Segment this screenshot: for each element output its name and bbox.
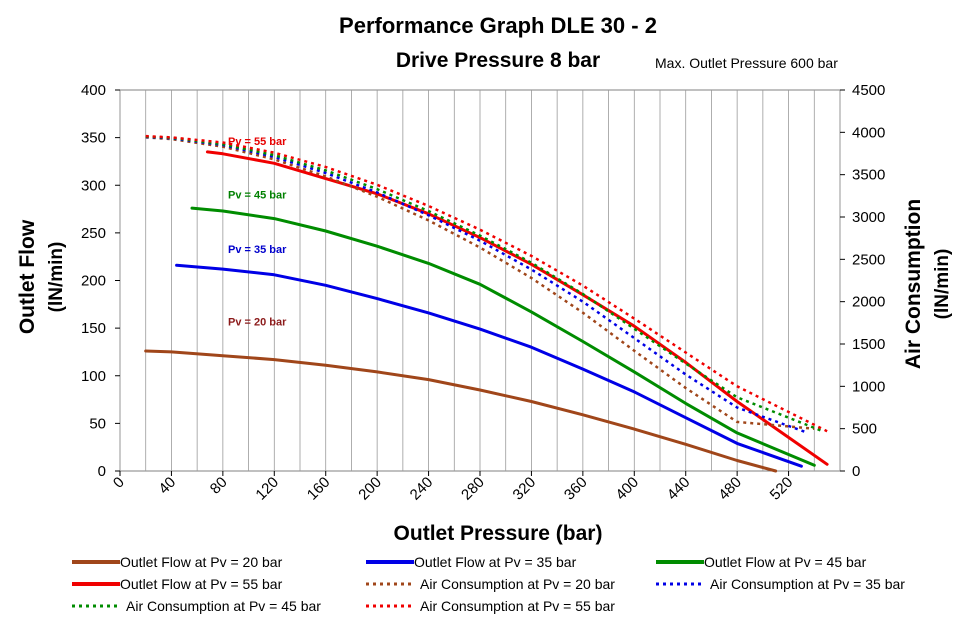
legend-label: Air Consumption at Pv = 55 bar xyxy=(420,598,615,614)
x-tick-label: 520 xyxy=(767,474,797,504)
series-line-3 xyxy=(190,206,816,467)
x-tick-label: 480 xyxy=(715,474,745,504)
x-tick-label: 200 xyxy=(355,474,385,504)
plot-area: 0501001502002503003504000500100015002000… xyxy=(16,82,953,545)
x-tick-label: 280 xyxy=(458,474,488,504)
y-left-tick-label: 200 xyxy=(81,273,106,290)
y-right-tick-label: 500 xyxy=(852,421,877,438)
max-pressure-note: Max. Outlet Pressure 600 bar xyxy=(655,55,838,71)
legend-label: Outlet Flow at Pv = 35 bar xyxy=(414,554,577,570)
y-right-tick-label: 3500 xyxy=(852,167,885,184)
y-right-tick-label: 2500 xyxy=(852,251,885,268)
chart-subtitle: Drive Pressure 8 bar xyxy=(396,49,600,72)
y-right-axis-title: Air Consumption xyxy=(902,199,925,369)
x-tick-label: 320 xyxy=(510,474,540,504)
y-left-tick-label: 350 xyxy=(81,130,106,147)
y-right-tick-label: 1500 xyxy=(852,336,885,353)
legend-label: Air Consumption at Pv = 20 bar xyxy=(420,576,615,592)
series-line-5 xyxy=(145,136,815,430)
x-tick-label: 360 xyxy=(561,474,591,504)
y-right-tick-label: 3000 xyxy=(852,209,885,226)
y-left-tick-label: 400 xyxy=(81,82,106,99)
legend-label: Outlet Flow at Pv = 55 bar xyxy=(120,576,283,592)
x-tick-label: 400 xyxy=(612,474,642,504)
y-left-tick-label: 150 xyxy=(81,320,106,337)
series-line-7 xyxy=(145,135,822,432)
series-annotation: Pv = 45 bar xyxy=(228,190,287,202)
y-left-tick-label: 0 xyxy=(98,463,106,480)
y-right-tick-label: 4000 xyxy=(852,124,885,141)
y-left-tick-label: 300 xyxy=(81,177,106,194)
legend-label: Outlet Flow at Pv = 45 bar xyxy=(704,554,867,570)
legend-label: Outlet Flow at Pv = 20 bar xyxy=(120,554,283,570)
y-left-tick-label: 50 xyxy=(89,415,106,432)
series-annotation: Pv = 55 bar xyxy=(228,136,287,148)
legend-label: Air Consumption at Pv = 45 bar xyxy=(126,598,321,614)
x-tick-label: 160 xyxy=(304,474,334,504)
y-left-axis-title: Outlet Flow xyxy=(16,219,39,334)
series-annotation: Pv = 20 bar xyxy=(228,316,287,328)
x-tick-label: 240 xyxy=(407,474,437,504)
series-line-8 xyxy=(145,134,828,433)
x-tick-label: 40 xyxy=(155,474,179,498)
legend-label: Air Consumption at Pv = 35 bar xyxy=(710,576,905,592)
series-line-1 xyxy=(144,349,778,473)
y-right-tick-label: 1000 xyxy=(852,378,885,395)
y-left-tick-label: 250 xyxy=(81,225,106,242)
y-left-tick-label: 100 xyxy=(81,368,106,385)
legend: Outlet Flow at Pv = 20 bar Outlet Flow at… xyxy=(72,554,905,614)
x-tick-label: 440 xyxy=(664,474,694,504)
y-right-tick-label: 0 xyxy=(852,463,860,480)
x-tick-label: 0 xyxy=(110,474,128,492)
x-axis-title: Outlet Pressure (bar) xyxy=(394,522,603,545)
chart-title: Performance Graph DLE 30 - 2 xyxy=(339,13,657,38)
series-annotation: Pv = 35 bar xyxy=(228,244,287,256)
y-right-tick-label: 4500 xyxy=(852,82,885,99)
y-right-tick-label: 2000 xyxy=(852,294,885,311)
x-tick-label: 80 xyxy=(207,474,231,498)
y-right-axis-unit: (lN/min) xyxy=(932,249,953,320)
x-tick-label: 120 xyxy=(252,474,282,504)
y-left-axis-unit: (lN/min) xyxy=(46,242,67,313)
series-line-2 xyxy=(175,263,803,468)
series-line-4 xyxy=(205,150,829,466)
